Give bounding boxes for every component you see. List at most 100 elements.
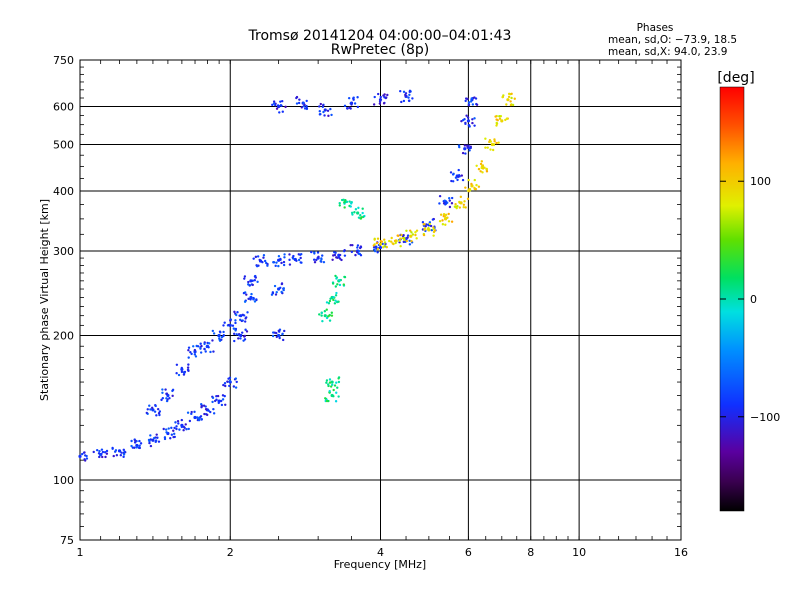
echo-dot (332, 388, 335, 392)
echo-dot (239, 337, 242, 340)
echo-dot (283, 256, 286, 259)
echo-dot (122, 448, 125, 452)
echo-dot (277, 329, 280, 333)
echo-dot (469, 100, 473, 103)
echo-dot (288, 263, 292, 266)
echo-dot (335, 300, 339, 304)
echo-dot (463, 200, 466, 203)
echo-dot (246, 311, 249, 314)
echo-dot (484, 146, 487, 149)
echo-dot (252, 296, 255, 300)
echo-dot (340, 258, 343, 262)
echo-dot (151, 438, 155, 442)
echo-dot (400, 100, 403, 104)
echo-dot (237, 333, 241, 337)
echo-dot (167, 427, 170, 430)
echo-dot (149, 438, 152, 441)
echo-dot (220, 399, 223, 403)
echo-dot (458, 201, 461, 204)
echo-dot (153, 436, 156, 440)
echo-dot (318, 113, 322, 116)
echo-dot (359, 254, 363, 257)
data-point (135, 443, 139, 448)
echo-dot (352, 98, 355, 101)
echo-dot (192, 345, 195, 348)
echo-dot (212, 412, 216, 415)
echo-dot (130, 444, 133, 448)
echo-dot (80, 452, 84, 456)
echo-dot (253, 279, 257, 282)
echo-dot (375, 241, 379, 245)
echo-dot (154, 440, 157, 444)
echo-dot (199, 347, 202, 350)
y-tick-label: 200 (53, 330, 74, 343)
echo-dot (283, 329, 286, 333)
echo-dot (220, 335, 224, 339)
echo-dot (470, 97, 473, 100)
echo-dot (438, 194, 442, 198)
echo-dot (410, 239, 413, 243)
echo-dot (282, 287, 286, 290)
echo-dot (217, 334, 220, 338)
echo-dot (494, 115, 497, 118)
echo-dot (255, 265, 259, 268)
echo-dot (316, 251, 320, 254)
echo-dot (378, 100, 382, 103)
minor-ticks (80, 60, 681, 540)
echo-dot (211, 339, 214, 342)
echo-dot (444, 223, 447, 226)
echo-dot (156, 436, 159, 439)
echo-dot (105, 452, 109, 455)
echo-dot (97, 452, 101, 455)
echo-dot (343, 201, 346, 204)
echo-dot (244, 328, 247, 331)
echo-dot (497, 141, 500, 144)
echo-dot (130, 439, 133, 443)
echo-dot (234, 319, 237, 322)
echo-dot (321, 254, 324, 257)
echo-dot (244, 320, 247, 323)
echo-dot (280, 290, 283, 294)
echo-dot (100, 452, 103, 456)
echo-dot (215, 395, 218, 398)
echo-dot (251, 283, 254, 287)
echo-dot (233, 310, 236, 314)
echo-dot (234, 321, 237, 325)
echo-dot (448, 199, 451, 202)
echo-dot (484, 137, 487, 140)
data-point (506, 98, 510, 102)
echo-dot (350, 250, 354, 254)
data-point (500, 119, 504, 123)
echo-dot (332, 295, 335, 299)
echo-dot (507, 95, 511, 99)
echo-dot (223, 394, 226, 398)
echo-dot (441, 219, 444, 222)
echo-dot (138, 446, 142, 450)
echo-dot (313, 261, 317, 264)
echo-dot (481, 164, 485, 167)
echo-dot (161, 391, 164, 394)
data-point (466, 119, 470, 123)
data-point (323, 108, 327, 112)
echo-dot (187, 348, 190, 352)
echo-dot (196, 416, 199, 419)
echo-dot (105, 449, 109, 453)
echo-dot (347, 96, 351, 100)
data-point (409, 234, 413, 238)
echo-dot (446, 216, 449, 219)
echo-dot (473, 117, 476, 120)
echo-dot (200, 418, 203, 421)
echo-dot (182, 425, 186, 429)
echo-dot (460, 174, 464, 177)
echo-dot (372, 244, 375, 247)
echo-dot (114, 449, 118, 452)
echo-dot (471, 103, 475, 106)
echo-dot (399, 89, 402, 93)
echo-dot (101, 450, 105, 454)
echo-dot (380, 240, 384, 243)
echo-dot (238, 314, 241, 317)
echo-dot (357, 249, 361, 253)
echo-dot (232, 332, 236, 336)
echo-dot (450, 179, 453, 183)
echo-dot (171, 388, 175, 392)
